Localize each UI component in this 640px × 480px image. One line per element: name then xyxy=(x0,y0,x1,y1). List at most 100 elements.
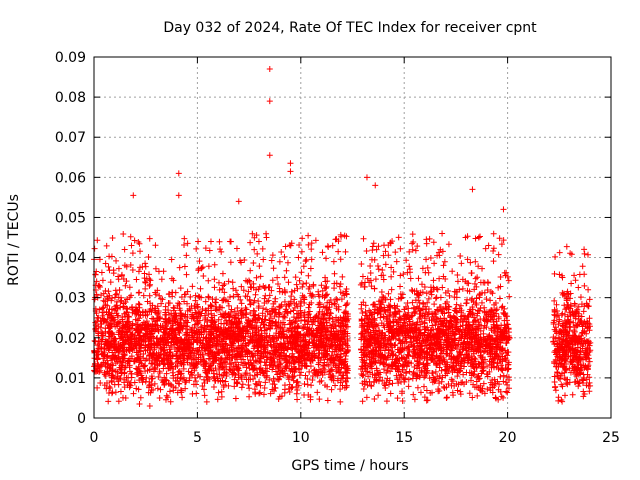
roti-point xyxy=(442,372,449,379)
roti-point xyxy=(339,320,346,327)
roti-point xyxy=(477,343,484,350)
roti-point xyxy=(343,366,350,373)
roti-point xyxy=(316,396,323,403)
roti-point xyxy=(336,283,343,290)
roti-point xyxy=(374,367,381,374)
roti-point xyxy=(259,310,266,317)
roti-point xyxy=(170,365,177,372)
roti-point xyxy=(246,393,253,400)
roti-point xyxy=(151,346,158,353)
roti-point xyxy=(309,330,316,337)
roti-point xyxy=(118,330,125,337)
roti-point xyxy=(450,314,457,321)
roti-point xyxy=(367,360,374,367)
roti-point xyxy=(99,312,106,319)
roti-point xyxy=(324,278,331,285)
roti-point xyxy=(100,309,107,316)
roti-point xyxy=(238,300,245,307)
roti-point xyxy=(431,376,438,383)
roti-point xyxy=(180,322,187,329)
roti-point xyxy=(238,307,245,314)
roti-point xyxy=(125,326,132,333)
roti-point xyxy=(265,284,272,291)
roti-point xyxy=(118,334,125,341)
roti-point xyxy=(230,293,237,300)
roti-point xyxy=(266,319,273,326)
roti-point xyxy=(339,273,346,280)
roti-point xyxy=(324,291,331,298)
roti-point xyxy=(501,330,508,337)
roti-point xyxy=(146,271,153,278)
roti-point xyxy=(250,284,257,291)
roti-point xyxy=(290,307,297,314)
roti-point xyxy=(398,378,405,385)
roti-point xyxy=(228,344,235,351)
roti-point xyxy=(267,315,274,322)
roti-point xyxy=(422,365,429,372)
roti-point xyxy=(430,348,437,355)
roti-point xyxy=(423,336,430,343)
roti-point xyxy=(282,306,289,313)
roti-point xyxy=(395,336,402,343)
roti-point xyxy=(362,279,369,286)
roti-point xyxy=(367,334,374,340)
roti-point xyxy=(255,312,262,319)
roti-point xyxy=(416,364,423,371)
roti-point xyxy=(124,313,131,320)
roti-point xyxy=(379,377,386,384)
roti-point xyxy=(463,344,470,351)
roti-point xyxy=(502,379,509,386)
roti-point xyxy=(281,333,288,340)
roti-point xyxy=(371,256,378,263)
roti-point xyxy=(210,384,217,391)
roti-point xyxy=(106,383,113,390)
roti-point xyxy=(455,381,462,388)
roti-point xyxy=(238,283,245,290)
roti-point xyxy=(484,317,491,324)
roti-point xyxy=(249,350,256,357)
roti-point xyxy=(179,394,186,401)
roti-point xyxy=(471,280,478,287)
roti-point xyxy=(223,331,230,338)
roti-point xyxy=(225,382,232,389)
roti-point xyxy=(405,316,412,323)
roti-point xyxy=(309,291,316,298)
roti-point xyxy=(315,325,322,332)
roti-point xyxy=(269,380,276,387)
roti-point xyxy=(291,368,298,375)
roti-point xyxy=(429,322,436,329)
roti-point xyxy=(448,321,455,328)
roti-point xyxy=(112,291,119,298)
roti-point xyxy=(429,310,436,317)
roti-point xyxy=(134,329,141,336)
roti-point xyxy=(454,341,461,348)
roti-point xyxy=(300,263,307,270)
roti-point xyxy=(484,386,491,393)
roti-point xyxy=(260,305,267,312)
roti-point xyxy=(207,301,214,308)
roti-point xyxy=(474,325,481,332)
roti-point xyxy=(162,361,169,368)
roti-point xyxy=(417,310,424,317)
roti-point xyxy=(474,307,481,314)
roti-point xyxy=(136,240,143,247)
roti-point xyxy=(205,277,212,284)
roti-point xyxy=(195,293,202,300)
roti-point xyxy=(147,331,154,338)
roti-point xyxy=(216,366,223,373)
roti-point xyxy=(370,335,377,342)
roti-point xyxy=(389,352,396,359)
roti-point xyxy=(344,348,351,355)
roti-point xyxy=(213,326,220,333)
roti-point xyxy=(147,300,154,307)
roti-point xyxy=(142,278,149,285)
roti-point xyxy=(108,377,115,384)
roti-point xyxy=(119,345,126,352)
roti-point xyxy=(100,304,107,311)
roti-point xyxy=(168,275,175,282)
roti-point xyxy=(301,344,308,351)
roti-point xyxy=(437,321,444,328)
roti-point xyxy=(113,290,120,297)
roti-point xyxy=(208,302,215,309)
roti-point xyxy=(414,243,421,250)
